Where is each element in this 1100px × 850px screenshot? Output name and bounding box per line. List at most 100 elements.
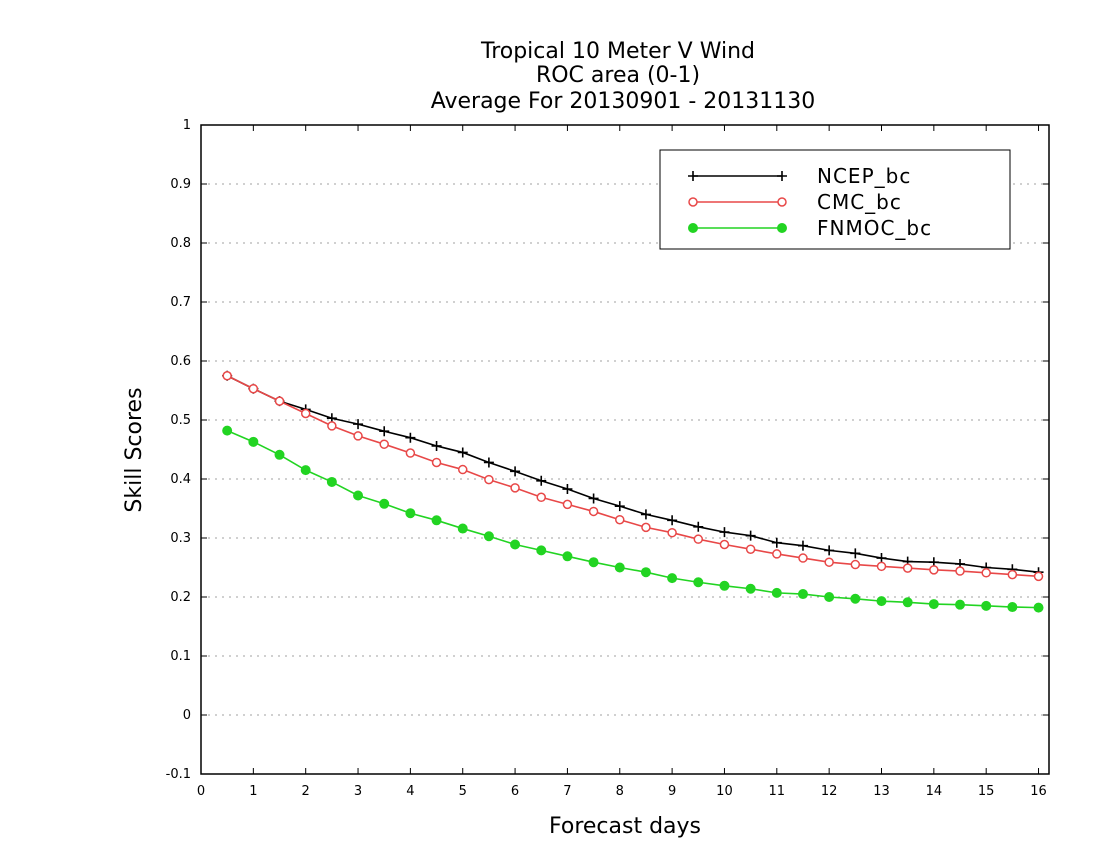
- data-point: [353, 490, 364, 501]
- data-point: [667, 515, 678, 526]
- data-point: [824, 557, 834, 567]
- data-point: [536, 545, 547, 556]
- data-point: [327, 421, 337, 431]
- chart-title: Tropical 10 Meter V Wind ROC area (0-1) …: [431, 39, 816, 114]
- data-point: [614, 501, 625, 512]
- data-point: [431, 515, 442, 526]
- data-point: [405, 508, 416, 519]
- legend-marker: [777, 197, 787, 207]
- data-point: [615, 514, 625, 525]
- data-point: [981, 600, 992, 611]
- data-point: [222, 371, 232, 381]
- data-point: [850, 548, 861, 559]
- data-point: [745, 530, 756, 541]
- data-point: [719, 539, 730, 550]
- data-point: [536, 492, 546, 503]
- legend-marker: [688, 223, 698, 233]
- data-point: [850, 593, 861, 604]
- data-point: [640, 567, 651, 578]
- data-point: [797, 540, 808, 551]
- data-point: [457, 447, 468, 458]
- data-point: [1033, 602, 1044, 613]
- x-tick-label: 15: [978, 784, 995, 799]
- data-point: [457, 464, 468, 475]
- x-tick-label: 2: [302, 784, 310, 799]
- data-point: [274, 396, 285, 406]
- data-point: [955, 566, 965, 576]
- data-point: [379, 426, 390, 437]
- x-axis-label: Forecast days: [549, 814, 701, 839]
- grid-lines: [201, 183, 1049, 716]
- data-point: [457, 523, 468, 534]
- data-point: [222, 425, 233, 436]
- x-tick-label: 12: [821, 784, 838, 799]
- data-point: [850, 559, 861, 570]
- data-point: [326, 476, 337, 487]
- x-tick-label: 14: [926, 784, 943, 799]
- y-axis: -0.1 0 0.1 0.2 0.3 0.4 0.5 0.6 0.7 0.8 0.9 1: [166, 118, 1049, 782]
- series-cmc-bc: [222, 371, 1044, 582]
- data-point: [483, 531, 494, 542]
- series-line-ncep-bc: [226, 375, 1039, 574]
- data-point: [405, 448, 416, 458]
- legend-label: NCEP_bc: [817, 164, 911, 188]
- data-point: [824, 592, 835, 602]
- data-point: [405, 432, 416, 443]
- y-tick-label: 0.6: [170, 354, 191, 369]
- data-point: [824, 545, 835, 556]
- data-point: [797, 589, 808, 600]
- data-point: [431, 457, 442, 468]
- x-tick-label: 3: [354, 784, 362, 799]
- data-point: [745, 544, 756, 554]
- data-point: [745, 583, 756, 594]
- data-point: [876, 596, 887, 607]
- y-tick-label: 0.3: [170, 531, 191, 546]
- data-point: [955, 599, 966, 610]
- data-point: [588, 493, 599, 504]
- data-point: [353, 431, 363, 441]
- y-tick-label: 0.9: [170, 177, 191, 192]
- data-point: [902, 563, 913, 573]
- data-point: [1033, 571, 1044, 582]
- x-tick-label: 8: [616, 784, 624, 799]
- y-tick-label: -0.1: [166, 767, 191, 782]
- x-tick-label: 11: [769, 784, 786, 799]
- data-point: [719, 580, 730, 591]
- legend-marker: [688, 197, 698, 207]
- data-point: [693, 534, 704, 544]
- x-tick-label: 13: [873, 784, 890, 799]
- data-point: [928, 599, 939, 610]
- data-point: [667, 527, 677, 538]
- x-tick-label: 6: [511, 784, 519, 799]
- data-point: [353, 419, 364, 430]
- data-point: [510, 466, 521, 477]
- data-point: [693, 521, 704, 532]
- y-tick-label: 0.7: [170, 295, 191, 310]
- legend-box: [659, 149, 1011, 250]
- chart-title-line-2: ROC area (0-1): [536, 63, 700, 88]
- plot-frame: [200, 124, 1050, 775]
- y-tick-label: 1: [183, 118, 191, 133]
- data-point: [300, 408, 311, 419]
- legend-item-fnmoc-bc: FNMOC_bc: [688, 216, 931, 240]
- data-point: [510, 539, 521, 550]
- series-layer: [222, 370, 1044, 613]
- legend-label: CMC_bc: [817, 190, 902, 214]
- data-point: [798, 553, 808, 563]
- data-point: [771, 587, 782, 598]
- data-point: [562, 499, 573, 510]
- data-point: [929, 565, 939, 575]
- data-point: [248, 383, 259, 394]
- data-point: [483, 457, 494, 468]
- chart-title-line-3: Average For 20130901 - 20131130: [431, 89, 816, 114]
- data-point: [379, 498, 390, 509]
- series-fnmoc-bc: [222, 425, 1044, 613]
- data-point: [719, 527, 730, 538]
- x-tick-label: 0: [197, 784, 205, 799]
- y-tick-label: 0.8: [170, 236, 191, 251]
- y-tick-label: 0.2: [170, 590, 191, 605]
- series-ncep-bc: [222, 370, 1044, 578]
- y-tick-label: 0.5: [170, 413, 191, 428]
- data-point: [536, 475, 547, 486]
- data-point: [640, 509, 651, 520]
